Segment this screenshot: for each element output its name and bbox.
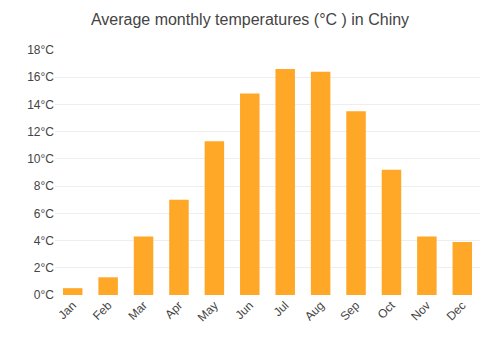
svg-text:Jun: Jun [233, 298, 257, 322]
svg-text:Oct: Oct [375, 298, 399, 322]
svg-text:2°C: 2°C [34, 261, 54, 275]
svg-text:Dec: Dec [444, 298, 469, 323]
svg-text:Sep: Sep [337, 298, 362, 323]
svg-text:Mar: Mar [125, 298, 150, 323]
svg-text:18°C: 18°C [27, 43, 54, 57]
svg-text:Nov: Nov [408, 298, 433, 323]
svg-text:Apr: Apr [162, 298, 185, 321]
svg-text:Jan: Jan [55, 298, 79, 322]
svg-text:0°C: 0°C [34, 288, 54, 302]
svg-text:10°C: 10°C [27, 152, 54, 166]
svg-text:8°C: 8°C [34, 179, 54, 193]
svg-text:12°C: 12°C [27, 125, 54, 139]
svg-text:14°C: 14°C [27, 98, 54, 112]
svg-text:Aug: Aug [302, 298, 327, 323]
svg-text:Jul: Jul [271, 298, 292, 319]
svg-text:4°C: 4°C [34, 234, 54, 248]
svg-text:May: May [195, 298, 221, 324]
svg-text:Average monthly temperatures (: Average monthly temperatures (°C ) in Ch… [91, 11, 409, 28]
svg-text:6°C: 6°C [34, 207, 54, 221]
svg-text:Feb: Feb [90, 298, 115, 323]
svg-text:16°C: 16°C [27, 70, 54, 84]
